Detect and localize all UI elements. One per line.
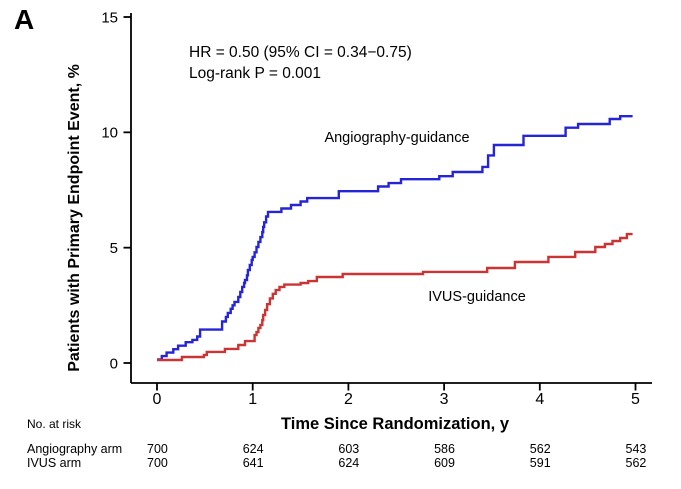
risk-count: 624 — [243, 442, 264, 456]
risk-row-label-ivus: IVUS arm — [27, 456, 81, 470]
x-tick-label: 0 — [153, 391, 162, 408]
logrank-annotation: Log-rank P = 0.001 — [189, 65, 321, 82]
risk-count: 562 — [530, 442, 551, 456]
survival-curve-angiography-guidance — [157, 115, 633, 361]
risk-count: 700 — [147, 442, 168, 456]
x-tick-label: 4 — [535, 391, 544, 408]
risk-count: 609 — [434, 456, 455, 470]
hr-annotation: HR = 0.50 (95% CI = 0.34−0.75) — [189, 44, 412, 61]
panel-label: A — [14, 4, 34, 35]
y-tick-label: 0 — [110, 355, 118, 372]
x-tick-label: 5 — [631, 391, 640, 408]
x-tick-label: 1 — [248, 391, 257, 408]
x-axis-title: Time Since Randomization, y — [281, 415, 510, 433]
risk-row-label-angiography: Angiography arm — [27, 442, 122, 456]
risk-count: 591 — [530, 456, 551, 470]
y-tick-label: 10 — [101, 125, 118, 142]
y-axis-title: Patients with Primary Endpoint Event, % — [66, 64, 83, 372]
curve-label-angiography: Angiography-guidance — [324, 130, 469, 146]
y-tick-label: 15 — [101, 9, 118, 26]
risk-count: 603 — [338, 442, 359, 456]
x-tick-label: 3 — [440, 391, 449, 408]
risk-count: 624 — [338, 456, 359, 470]
y-tick-label: 5 — [110, 240, 118, 257]
risk-count: 641 — [243, 456, 264, 470]
risk-count: 700 — [147, 456, 168, 470]
survival-curve-ivus-guidance — [157, 232, 633, 362]
curve-label-ivus: IVUS-guidance — [428, 289, 526, 305]
risk-count: 586 — [434, 442, 455, 456]
risk-count: 543 — [626, 442, 647, 456]
x-tick-label: 2 — [344, 391, 353, 408]
risk-count: 562 — [626, 456, 647, 470]
risk-table-title: No. at risk — [27, 417, 82, 431]
